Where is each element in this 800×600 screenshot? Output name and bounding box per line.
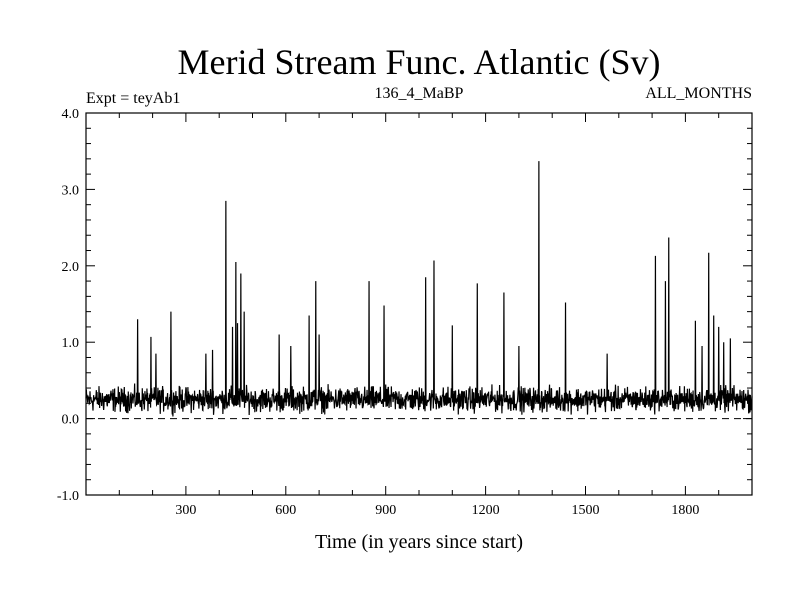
y-tick-label: 2.0 <box>62 260 80 275</box>
y-tick-label: 1.0 <box>62 336 80 351</box>
x-tick-label: 1500 <box>572 503 600 518</box>
chart-subtitle-center: 136_4_MaBP <box>375 85 464 102</box>
y-tick-label: 3.0 <box>62 183 80 198</box>
chart-subtitle-left: Expt = teyAb1 <box>86 90 180 107</box>
x-tick-label: 1800 <box>671 503 699 518</box>
chart-title: Merid Stream Func. Atlantic (Sv) <box>178 42 661 82</box>
chart-subtitle-right: ALL_MONTHS <box>645 85 752 102</box>
plot-frame <box>85 112 753 496</box>
x-tick-label: 900 <box>375 503 396 518</box>
y-tick-label: 0.0 <box>62 413 80 428</box>
plot-area: 300 600 900 1200 1500 1800 -1.0 0.0 1.0 2.0 3.0 4.0 <box>57 107 753 518</box>
series-line <box>85 161 753 417</box>
x-axis-label: Time (in years since start) <box>315 531 523 553</box>
y-tick-label: 4.0 <box>62 107 80 122</box>
x-tick-label: 300 <box>175 503 196 518</box>
x-tick-label: 1200 <box>472 503 500 518</box>
x-tick-label: 600 <box>275 503 296 518</box>
y-tick-label: -1.0 <box>57 489 79 504</box>
